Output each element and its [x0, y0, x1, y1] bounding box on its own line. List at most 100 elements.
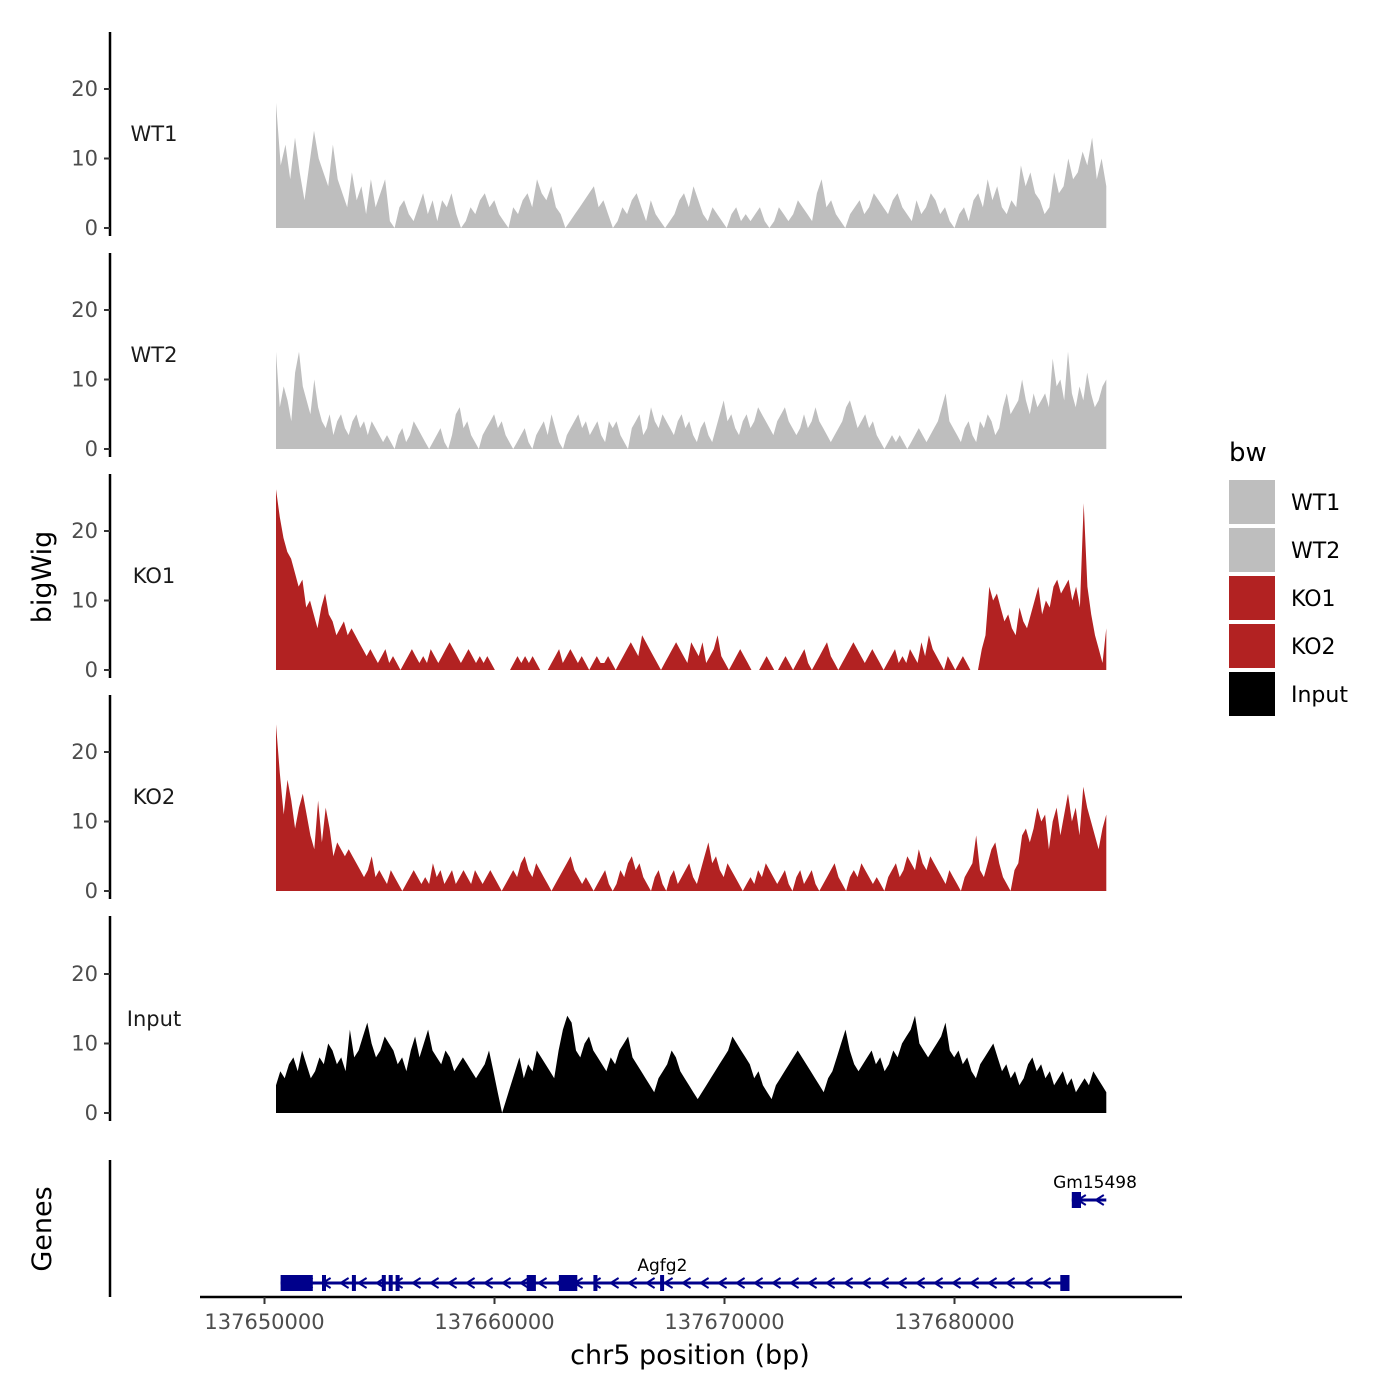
strand-chevron-agfg2	[1004, 1277, 1016, 1289]
y-axis-title-bigwig: bigWig	[27, 531, 58, 624]
y-tick-label-wt2-20: 20	[71, 298, 98, 322]
strand-chevron-agfg2	[914, 1277, 926, 1289]
exon-agfg2-8	[593, 1275, 598, 1291]
strand-chevron-agfg2	[986, 1277, 998, 1289]
strand-chevron-agfg2	[644, 1277, 656, 1289]
strand-chevron-agfg2	[518, 1277, 530, 1289]
strand-chevron-agfg2	[356, 1277, 368, 1289]
strand-chevron-agfg2	[932, 1277, 944, 1289]
strand-chevron-agfg2	[662, 1277, 674, 1289]
y-tick-label-wt1-10: 10	[71, 147, 98, 171]
strand-chevron-agfg2	[536, 1277, 548, 1289]
strand-chevron-agfg2	[500, 1277, 512, 1289]
exon-agfg2-5	[395, 1275, 400, 1291]
strand-chevron-agfg2	[464, 1277, 476, 1289]
exon-agfg2-6	[526, 1275, 536, 1291]
x-axis-title: chr5 position (bp)	[570, 1340, 810, 1371]
strand-chevron-agfg2	[698, 1277, 710, 1289]
legend: bw WT1 WT2 KO1 KO2 Input	[1229, 438, 1348, 716]
exon-agfg2-1	[322, 1275, 326, 1291]
legend-swatch-input	[1229, 672, 1275, 716]
y-tick-label-wt1-20: 20	[71, 77, 98, 101]
y-tick-label-ko2-20: 20	[71, 740, 98, 764]
strand-chevron-agfg2	[446, 1277, 458, 1289]
track-label-ko1: KO1	[133, 564, 176, 588]
legend-label-input: Input	[1291, 683, 1348, 708]
track-label-wt2: WT2	[131, 343, 178, 367]
y-tick-label-wt2-0: 0	[85, 437, 98, 461]
gene-label-agfg2: Agfg2	[637, 1256, 687, 1276]
legend-swatch-wt1	[1229, 480, 1275, 524]
strand-chevron-agfg2	[878, 1277, 890, 1289]
exon-agfg2-9	[660, 1275, 665, 1291]
exon-agfg2-2	[351, 1275, 356, 1291]
strand-chevron-agfg2	[806, 1277, 818, 1289]
legend-swatch-wt2	[1229, 528, 1275, 572]
exon-agfg2-7	[558, 1275, 578, 1291]
strand-chevron-agfg2	[968, 1277, 980, 1289]
strand-chevron-agfg2	[680, 1277, 692, 1289]
legend-swatch-ko2	[1229, 624, 1275, 668]
strand-chevron-agfg2	[428, 1277, 440, 1289]
exon-agfg2-4	[388, 1275, 393, 1291]
strand-chevron-agfg2	[950, 1277, 962, 1289]
x-tick-label-137660000: 137660000	[434, 1310, 554, 1334]
legend-label-wt1: WT1	[1291, 491, 1340, 516]
gene-agfg2: Agfg2	[280, 1256, 1070, 1291]
y-tick-label-ko1-20: 20	[71, 519, 98, 543]
strand-chevron-agfg2	[842, 1277, 854, 1289]
exon-agfg2-3	[381, 1275, 386, 1291]
strand-chevron-agfg2	[716, 1277, 728, 1289]
strand-chevron-agfg2	[410, 1277, 422, 1289]
y-axis-title-genes: Genes	[27, 1186, 58, 1271]
legend-label-wt2: WT2	[1291, 539, 1340, 564]
area-wt2	[276, 351, 1107, 449]
y-tick-label-input-20: 20	[71, 962, 98, 986]
strand-chevron-agfg2	[788, 1277, 800, 1289]
strand-chevron-agfg2	[1040, 1277, 1052, 1289]
legend-swatch-ko1	[1229, 576, 1275, 620]
strand-chevron-agfg2	[734, 1277, 746, 1289]
strand-chevron-agfg2	[770, 1277, 782, 1289]
y-tick-label-wt1-0: 0	[85, 216, 98, 240]
exon-agfg2-10	[1060, 1275, 1070, 1291]
legend-label-ko1: KO1	[1291, 587, 1336, 612]
x-tick-label-137670000: 137670000	[664, 1310, 784, 1334]
strand-chevron-agfg2	[482, 1277, 494, 1289]
strand-chevron-agfg2	[338, 1277, 350, 1289]
track-label-ko2: KO2	[133, 785, 176, 809]
strand-chevron-agfg2	[608, 1277, 620, 1289]
strand-chevron-agfg2	[860, 1277, 872, 1289]
track-ko2: 0 10 20 KO2	[71, 695, 1107, 903]
legend-label-ko2: KO2	[1291, 635, 1336, 660]
strand-chevron-agfg2	[824, 1277, 836, 1289]
track-label-input: Input	[127, 1007, 181, 1031]
track-wt1: 0 10 20 WT1	[71, 32, 1107, 240]
track-wt2: 0 10 20 WT2	[71, 253, 1107, 461]
area-ko1	[276, 489, 1107, 670]
gene-track: Gm15498 Agfg2	[108, 1160, 1137, 1297]
x-axis: 137650000 137660000 137670000 137680000	[200, 1295, 1182, 1334]
legend-title: bw	[1229, 438, 1267, 468]
track-input: 0 10 20 Input	[71, 916, 1107, 1125]
y-tick-label-ko2-0: 0	[85, 879, 98, 903]
strand-chevron-agfg2	[896, 1277, 908, 1289]
strand-chevron-agfg2	[392, 1277, 404, 1289]
strand-chevron-agfg2	[626, 1277, 638, 1289]
x-tick-label-137680000: 137680000	[894, 1310, 1014, 1334]
exon-gm15498-0	[1071, 1192, 1081, 1208]
strand-chevron-gm15498	[1093, 1194, 1105, 1206]
track-label-wt1: WT1	[131, 122, 178, 146]
signal-tracks: 0 10 20 WT1 0 10 20 WT2 0 10 20 KO1 0 10 20 KO2 0 10 20 Inp…	[71, 32, 1107, 1125]
y-tick-label-input-0: 0	[85, 1101, 98, 1125]
area-input	[276, 1015, 1107, 1113]
y-tick-label-ko1-10: 10	[71, 589, 98, 613]
x-tick-label-137650000: 137650000	[204, 1310, 324, 1334]
area-wt1	[276, 102, 1107, 228]
y-tick-label-input-10: 10	[71, 1032, 98, 1056]
area-ko2	[276, 724, 1107, 891]
strand-chevron-agfg2	[590, 1277, 602, 1289]
gene-gm15498: Gm15498	[1053, 1173, 1137, 1208]
